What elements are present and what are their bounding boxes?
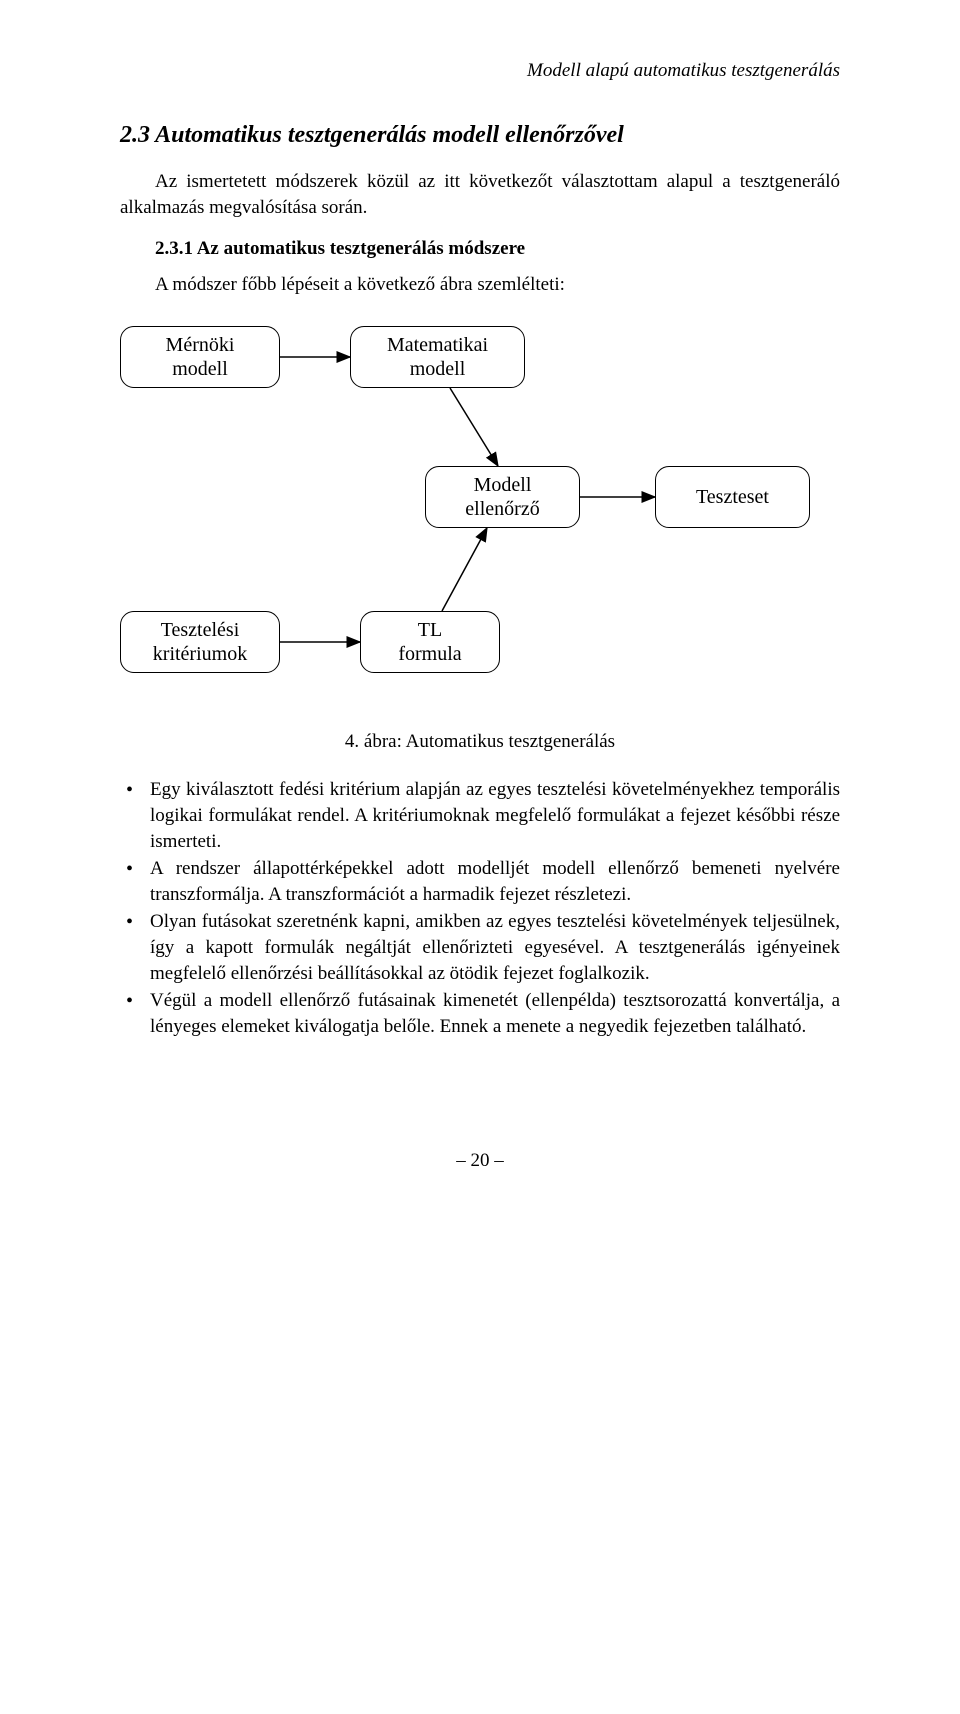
node-teszteset: Teszteset [655,466,810,528]
running-header: Modell alapú automatikus tesztgenerálás [120,60,840,82]
list-item: A rendszer állapottérképekkel adott mode… [120,856,840,907]
subsection-heading: 2.3.1 Az automatikus tesztgenerálás móds… [120,238,840,260]
list-item: Egy kiválasztott fedési kritérium alapjá… [120,777,840,854]
node-label: Matematikai [359,333,516,357]
node-tesztelesi-kriteriumok: Tesztelési kritériumok [120,611,280,673]
node-label: TL [369,618,491,642]
node-label: formula [369,642,491,666]
list-item: Olyan futásokat szeretnénk kapni, amikbe… [120,909,840,986]
node-label: Mérnöki [129,333,271,357]
node-label: modell [359,357,516,381]
node-label: ellenőrző [434,497,571,521]
section-heading: 2.3 Automatikus tesztgenerálás modell el… [120,122,840,149]
bullet-list: Egy kiválasztott fedési kritérium alapjá… [120,777,840,1039]
node-mernoki-modell: Mérnöki modell [120,326,280,388]
page-number: – 20 – [120,1150,840,1172]
node-tl-formula: TL formula [360,611,500,673]
figure-caption: 4. ábra: Automatikus tesztgenerálás [120,731,840,753]
node-label: Teszteset [664,485,801,509]
list-item: Végül a modell ellenőrző futásainak kime… [120,988,840,1039]
node-matematikai-modell: Matematikai modell [350,326,525,388]
intro-paragraph: Az ismertetett módszerek közül az itt kö… [120,169,840,220]
node-label: kritériumok [129,642,271,666]
flow-diagram: Mérnöki modell Matematikai modell Modell… [120,326,840,706]
node-label: Tesztelési [129,618,271,642]
node-label: Modell [434,473,571,497]
node-label: modell [129,357,271,381]
subsection-intro: A módszer főbb lépéseit a következő ábra… [120,274,840,296]
page: Modell alapú automatikus tesztgenerálás … [0,0,960,1232]
node-modell-ellenorzo: Modell ellenőrző [425,466,580,528]
